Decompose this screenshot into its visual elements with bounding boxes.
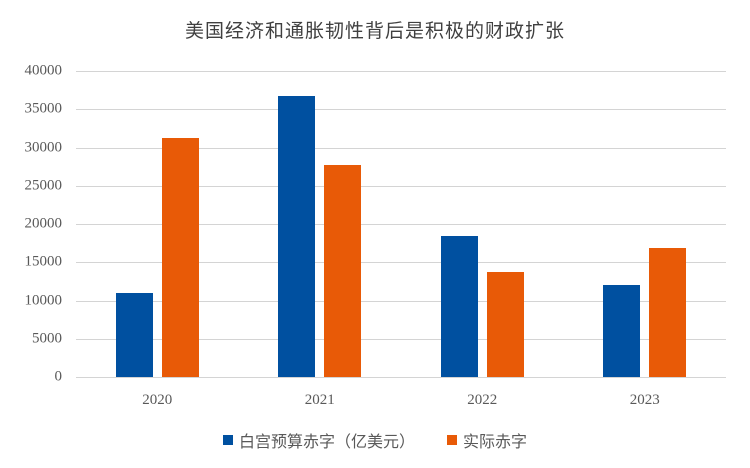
y-tick-label: 0 <box>54 368 63 385</box>
gridline <box>76 338 726 340</box>
x-tick-label: 2020 <box>142 392 173 408</box>
gridline <box>76 300 726 302</box>
y-tick-label: 15000 <box>24 253 63 270</box>
legend-swatch-blue <box>222 435 233 445</box>
x-tick-label: 2021 <box>304 392 335 408</box>
bar-2020-series-1 <box>161 138 199 377</box>
y-tick-label: 5000 <box>32 330 62 347</box>
y-tick-label: 35000 <box>24 100 63 117</box>
legend-swatch-orange <box>447 435 457 445</box>
gridline <box>76 109 726 111</box>
bar-2021-series-1 <box>324 165 362 377</box>
legend-label: 实际赤字 <box>463 432 528 451</box>
legend: 白宫预算赤字（亿美元） 实际赤字 <box>0 428 750 452</box>
y-tick-label: 40000 <box>24 62 63 79</box>
y-tick-label: 25000 <box>24 177 63 194</box>
x-tick-label: 2023 <box>629 392 660 408</box>
gridline <box>76 71 726 72</box>
bar-2023-series-1 <box>649 247 687 377</box>
bar-2022-series-0 <box>440 236 478 377</box>
bar-2021-series-0 <box>278 96 316 377</box>
gridline <box>76 224 726 225</box>
bar-2022-series-1 <box>486 272 524 377</box>
y-tick-label: 10000 <box>24 292 63 308</box>
bar-2020-series-0 <box>115 292 153 377</box>
legend-item-actual-deficit: 实际赤字 <box>447 428 527 452</box>
plot-area <box>76 71 726 378</box>
gridline <box>76 147 726 149</box>
gridline <box>76 262 726 264</box>
y-tick-label: 30000 <box>24 139 63 155</box>
bar-2023-series-0 <box>603 285 641 377</box>
gridline <box>76 185 726 187</box>
legend-label: 白宫预算赤字（亿美元） <box>238 432 415 451</box>
y-tick-label: 20000 <box>24 215 63 232</box>
legend-item-budget-deficit: 白宫预算赤字（亿美元） <box>222 428 415 452</box>
chart-title: 美国经济和通胀韧性背后是积极的财政扩张 <box>184 20 565 42</box>
x-tick-label: 2022 <box>467 392 498 408</box>
gridline <box>76 377 726 378</box>
